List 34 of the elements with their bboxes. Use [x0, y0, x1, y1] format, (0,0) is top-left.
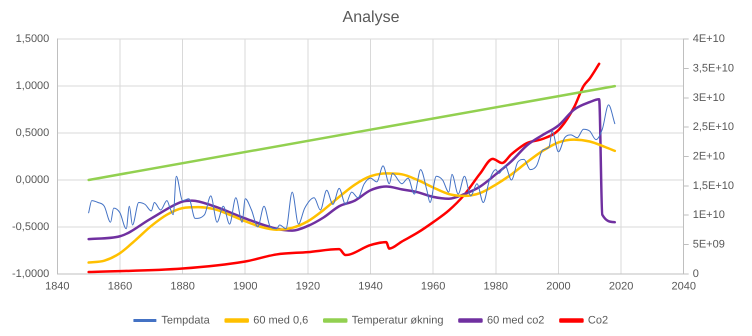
legend-label: Co2: [588, 314, 608, 327]
x-tick-label: 1920: [296, 280, 320, 292]
y2-tick-label: 2,5E+10: [692, 121, 734, 134]
y-tick-label: 0,5000: [16, 127, 50, 140]
legend-label: 60 med 0,6: [253, 314, 308, 327]
x-tick-label: 1940: [358, 280, 383, 292]
y2-tick-label: 1E+10: [692, 209, 725, 222]
x-tick-label: 2040: [671, 280, 696, 292]
x-tick-label: 1860: [108, 280, 132, 292]
y-tick-label: 1,5000: [16, 33, 50, 46]
y2-tick-label: 3,5E+10: [692, 62, 734, 75]
x-tick-label: 1980: [484, 280, 508, 292]
y2-tick-label: 1,5E+10: [692, 180, 734, 192]
line-series: [87, 138, 616, 264]
x-tick-label: 1900: [232, 280, 258, 292]
y-tick-label: -1,0000: [12, 268, 50, 280]
y2-tick-label: 3E+10: [692, 92, 725, 104]
x-tick-label: 2000: [546, 280, 571, 292]
y-tick-label: -0,5000: [12, 220, 50, 233]
legend-label: Temperatur økning: [352, 314, 444, 327]
legend-label: Tempdata: [161, 314, 211, 327]
x-tick-label: 2020: [608, 280, 634, 292]
y-tick-label: 1,0000: [16, 80, 50, 92]
y-tick-label: 0,0000: [16, 174, 50, 186]
y2-tick-label: 2E+10: [692, 150, 725, 163]
y2-tick-label: 0: [692, 268, 699, 280]
line-series: [87, 62, 600, 274]
chart-title: Analyse: [342, 9, 400, 26]
legend-label: 60 med co2: [486, 314, 544, 327]
y2-tick-label: 4E+10: [692, 33, 725, 46]
y2-tick-label: 5E+09: [692, 238, 725, 251]
x-tick-label: 1880: [170, 280, 195, 292]
x-tick-label: 1960: [420, 280, 446, 292]
x-tick-label: 1840: [45, 280, 70, 292]
